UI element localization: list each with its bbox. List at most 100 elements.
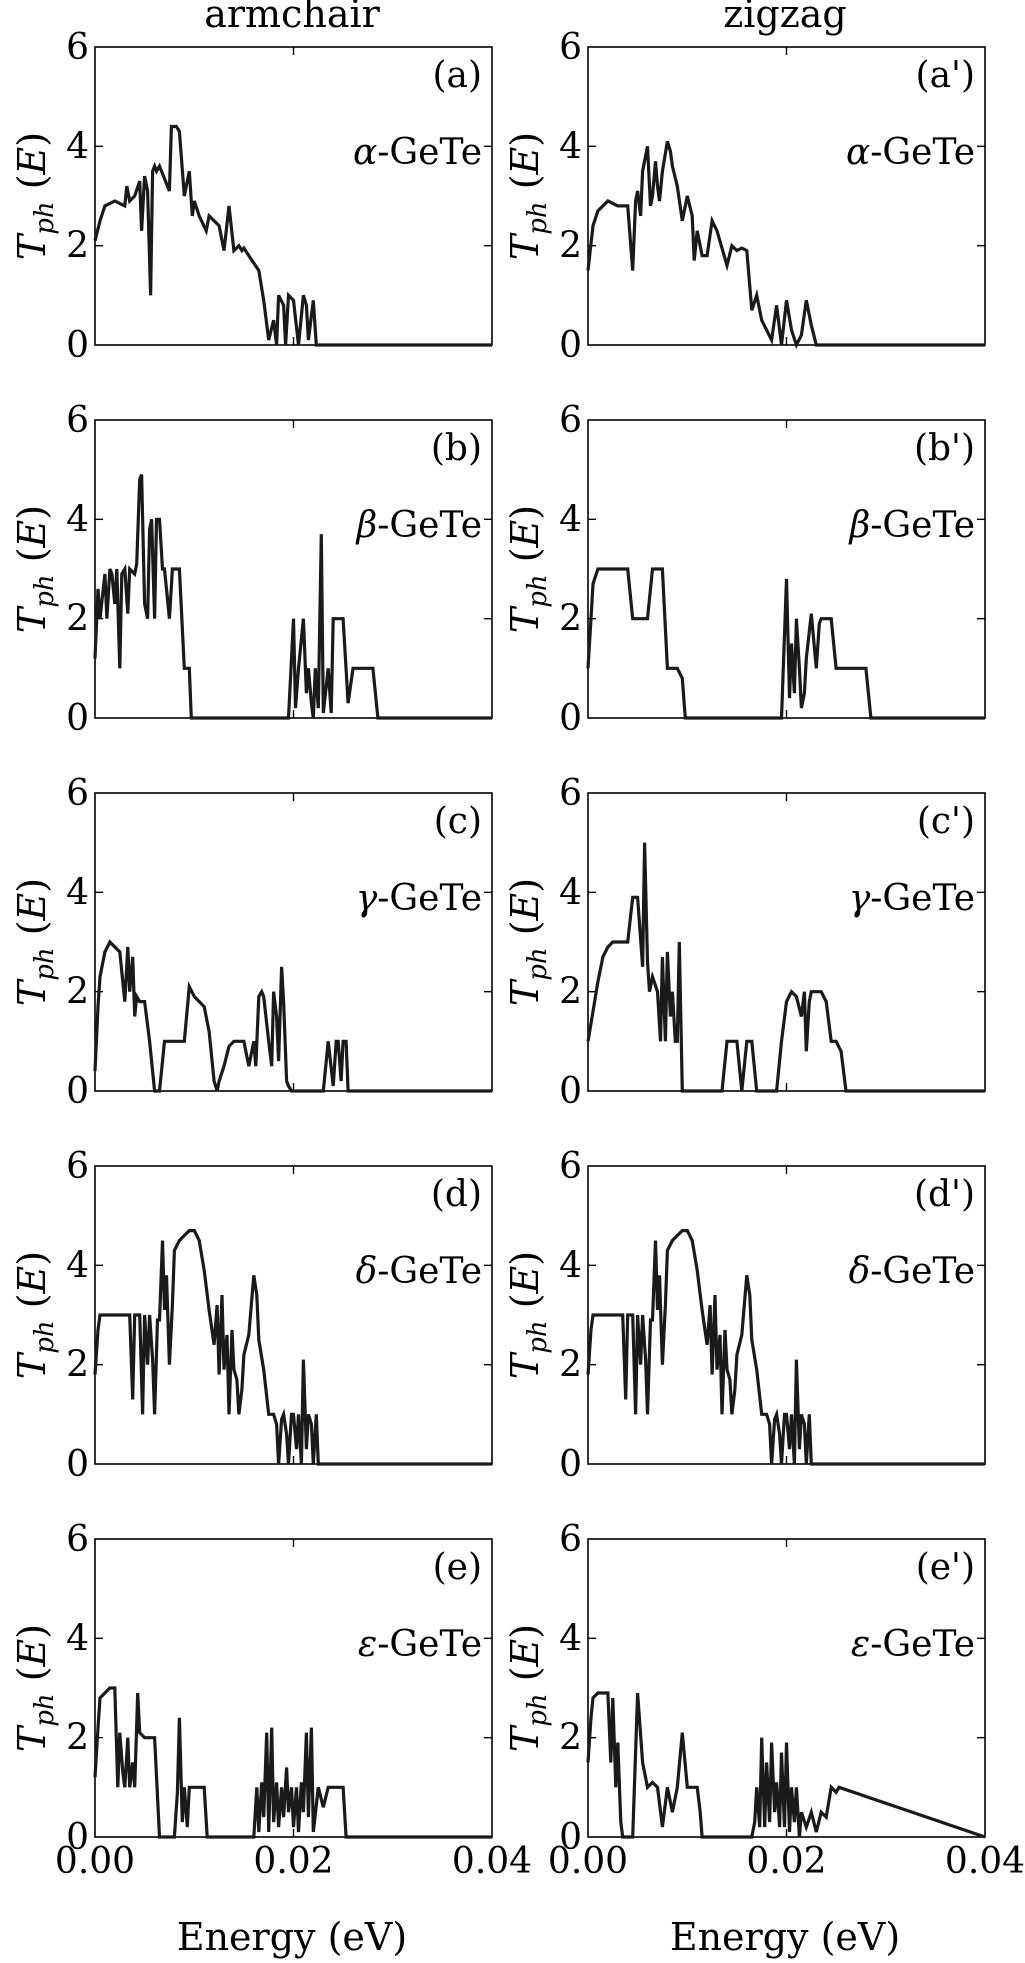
panel-a-prime: 0 2 4 6 Tph (E) (a') α-GeTe	[503, 27, 986, 366]
y-tick-label: 0	[559, 1444, 582, 1485]
material-label: β-GeTe	[847, 505, 975, 546]
y-tick-label: 6	[66, 400, 89, 441]
panel-b: 0 2 4 6 Tph (E) (b) β-GeTe	[10, 400, 493, 739]
y-axis-label: Tph (E)	[503, 1251, 553, 1379]
material-label: γ-GeTe	[356, 878, 482, 919]
y-tick-label: 6	[559, 1519, 582, 1560]
material-label: δ-GeTe	[356, 1251, 482, 1292]
x-tick-label: 0.02	[253, 1841, 333, 1882]
y-tick-label: 0	[66, 1817, 89, 1858]
y-tick-label: 0	[66, 325, 89, 366]
y-tick-label: 4	[66, 1618, 89, 1659]
series-line	[586, 140, 985, 350]
y-tick-label: 2	[66, 1718, 89, 1759]
column-title-zigzag: zigzag	[723, 0, 847, 36]
panel-label: (e)	[433, 1547, 482, 1588]
panel-label: (c)	[434, 801, 482, 842]
panel-a: 0 2 4 6 Tph (E) (a) α-GeTe	[10, 27, 493, 366]
y-tick-label: 0	[559, 698, 582, 739]
panel-label: (d)	[431, 1174, 482, 1215]
material-label: ε-GeTe	[358, 1624, 482, 1665]
series-line	[93, 939, 492, 1093]
y-tick-label: 2	[559, 972, 582, 1013]
y-tick-label: 2	[66, 972, 89, 1013]
panel-label: (d')	[914, 1174, 975, 1215]
y-tick-label: 0	[66, 1444, 89, 1485]
material-label: β-GeTe	[354, 505, 482, 546]
x-axis-label-armchair: Energy (eV)	[177, 1915, 407, 1959]
y-tick-label: 2	[559, 226, 582, 267]
x-tick-label: 0.00	[548, 1841, 628, 1882]
y-tick-label: 4	[559, 126, 582, 167]
y-tick-label: 4	[559, 872, 582, 913]
y-tick-label: 4	[66, 872, 89, 913]
y-tick-label: 2	[66, 1345, 89, 1386]
y-tick-label: 4	[66, 1245, 89, 1286]
y-axis-label: Tph (E)	[503, 1624, 553, 1752]
y-axis-label: Tph (E)	[10, 1251, 60, 1379]
panel-label: (a)	[432, 55, 482, 96]
series-line	[93, 474, 492, 720]
series-line	[93, 1229, 492, 1466]
panel-c: 0 2 4 6 Tph (E) (c) γ-GeTe	[10, 773, 493, 1112]
series-line	[586, 1229, 985, 1466]
y-tick-label: 6	[66, 27, 89, 68]
x-tick-label: 0.02	[746, 1841, 826, 1882]
panel-c-prime: 0 2 4 6 Tph (E) (c') γ-GeTe	[503, 773, 986, 1112]
series-line	[586, 1691, 986, 1839]
y-tick-label: 2	[559, 1718, 582, 1759]
y-tick-label: 6	[66, 773, 89, 814]
x-tick-label: 0.00	[55, 1841, 135, 1882]
y-axis-label: Tph (E)	[10, 878, 60, 1006]
y-tick-label: 6	[66, 1146, 89, 1187]
y-axis-label: Tph (E)	[503, 878, 553, 1006]
panel-e-prime: 0 2 4 6 0.00 0.02 0.04 Tph (E) (e') ε-GeTe	[503, 1519, 1025, 1882]
panel-label: (b)	[431, 428, 482, 469]
x-axis-label-zigzag: Energy (eV)	[670, 1915, 900, 1959]
y-tick-label: 6	[559, 27, 582, 68]
y-axis-label: Tph (E)	[503, 505, 553, 633]
panel-label: (c')	[917, 801, 975, 842]
y-axis-label: Tph (E)	[10, 1624, 60, 1752]
series-line	[586, 842, 985, 1093]
y-tick-label: 2	[559, 1345, 582, 1386]
y-axis-label: Tph (E)	[10, 132, 60, 260]
y-tick-label: 0	[559, 1817, 582, 1858]
y-tick-label: 6	[559, 400, 582, 441]
material-label: δ-GeTe	[849, 1251, 975, 1292]
column-title-armchair: armchair	[204, 0, 380, 36]
y-tick-label: 0	[66, 698, 89, 739]
panel-b-prime: 0 2 4 6 Tph (E) (b') β-GeTe	[503, 400, 986, 739]
panel-label: (a')	[916, 55, 975, 96]
y-tick-label: 4	[66, 499, 89, 540]
y-tick-label: 6	[559, 773, 582, 814]
y-tick-label: 0	[559, 325, 582, 366]
panel-d: 0 2 4 6 Tph (E) (d) δ-GeTe	[10, 1146, 493, 1485]
y-tick-label: 0	[559, 1071, 582, 1112]
y-tick-label: 6	[559, 1146, 582, 1187]
x-tick-label: 0.04	[452, 1841, 532, 1882]
series-line	[93, 124, 492, 347]
y-tick-label: 2	[66, 599, 89, 640]
y-axis-label: Tph (E)	[10, 505, 60, 633]
material-label: γ-GeTe	[849, 878, 975, 919]
y-tick-label: 4	[559, 499, 582, 540]
series-line	[93, 1686, 492, 1839]
material-label: ε-GeTe	[851, 1624, 975, 1665]
y-axis-label: Tph (E)	[503, 132, 553, 260]
y-tick-label: 4	[66, 126, 89, 167]
y-tick-label: 6	[66, 1519, 89, 1560]
plot-frame	[94, 792, 493, 1092]
y-tick-label: 0	[66, 1071, 89, 1112]
material-label: α-GeTe	[353, 132, 482, 173]
panel-d-prime: 0 2 4 6 Tph (E) (d') δ-GeTe	[503, 1146, 986, 1485]
material-label: α-GeTe	[846, 132, 975, 173]
panel-label: (b')	[914, 428, 975, 469]
panel-label: (e')	[916, 1547, 975, 1588]
x-tick-label: 0.04	[945, 1841, 1025, 1882]
y-tick-label: 4	[559, 1245, 582, 1286]
panel-e: 0 2 4 6 0.00 0.02 0.04 Tph (E) (e) ε-GeTe	[10, 1519, 532, 1882]
y-tick-label: 2	[559, 599, 582, 640]
series-line	[586, 567, 985, 720]
